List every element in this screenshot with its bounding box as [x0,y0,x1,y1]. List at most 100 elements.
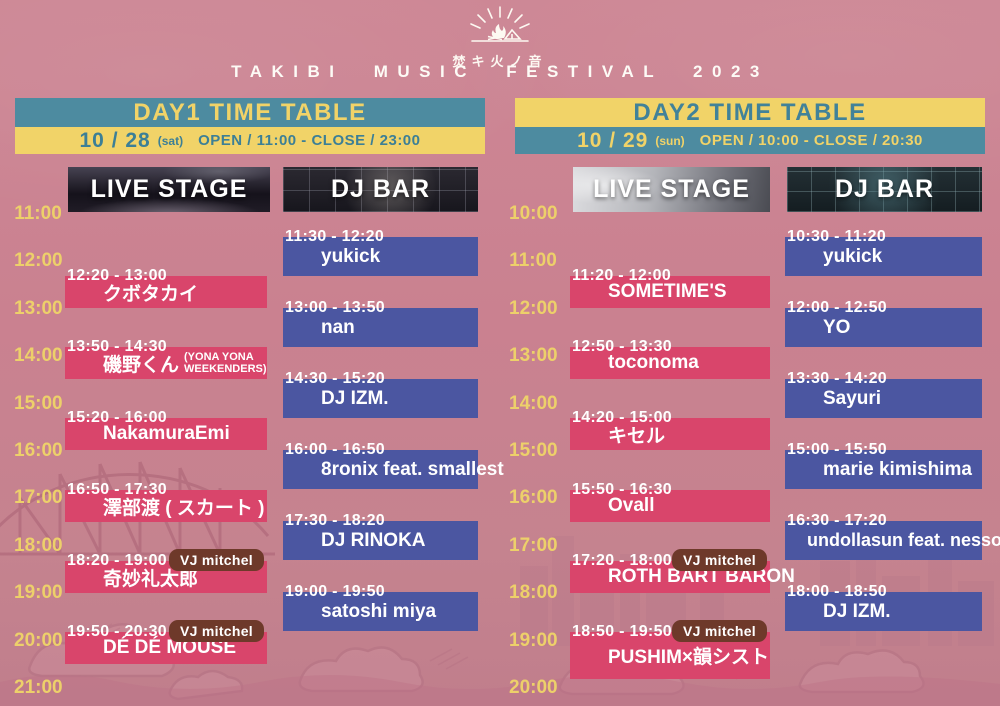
day1-dj-bar-header: DJ BAR [283,167,478,212]
day2-title: DAY2 TIME TABLE [515,98,985,127]
event-note: (YONA YONA WEEKENDERS) [184,351,267,375]
time-label: 12:00 [14,250,63,271]
event-time: 15:00 - 15:50 [787,441,887,458]
event-block: 14:20 - 15:00 キセル [570,409,770,450]
event-block: 15:50 - 16:30 Ovall [570,481,770,522]
event-time: 18:00 - 18:50 [787,583,887,600]
day2-date: 10 / 29 [577,128,649,152]
event-block: 12:00 - 12:50 YO [785,299,982,347]
event-name: 澤部渡 ( スカート ) [103,497,265,519]
time-label: 20:00 [14,630,63,651]
time-label: 10:00 [509,203,558,224]
event-block: 14:30 - 15:20 DJ IZM. [283,370,478,418]
event-time: 16:50 - 17:30 [67,481,167,498]
event-name: nan [321,316,355,338]
event-block: 13:50 - 14:30 磯野くん (YONA YONA WEEKENDERS… [65,338,267,379]
day1-title: DAY1 TIME TABLE [15,98,485,127]
event-name: YO [823,316,851,338]
event-name: キセル [608,425,666,447]
event-time: 13:30 - 14:20 [787,370,887,387]
event-name: satoshi miya [321,600,437,622]
event-name: クボタカイ [103,283,199,305]
event-block: 16:30 - 17:20 undollasun feat. nessow [785,512,1000,560]
day1-panel-header: DAY1 TIME TABLE 10 / 28 (sat) OPEN / 11:… [15,98,485,154]
event-name: NakamuraEmi [103,423,230,444]
event-block: 15:20 - 16:00 NakamuraEmi [65,409,267,450]
event-time: 14:20 - 15:00 [572,409,672,426]
event-time: 18:50 - 19:50 [572,623,672,640]
time-label: 18:00 [14,535,63,556]
event-name: yukick [823,245,883,267]
time-label: 19:00 [14,582,63,603]
day1-date-suffix: (sat) [157,133,184,148]
vj-badge: VJ mitchel [671,549,767,571]
event-name: 磯野くん [103,354,180,376]
event-block: 10:30 - 11:20 yukick [785,228,982,276]
event-block: 12:50 - 13:30 toconoma [570,338,770,379]
event-name: Sayuri [823,387,882,409]
time-label: 20:00 [509,677,558,698]
time-label: 13:00 [14,298,63,319]
vj-badge: VJ mitchel [671,620,767,642]
logo-text: 焚キ火ノ音 [452,54,548,69]
day2-dj-bar-header: DJ BAR [787,167,982,212]
time-label: 19:00 [509,630,558,651]
time-label: 11:00 [509,250,557,271]
event-time: 16:30 - 17:20 [787,512,887,529]
event-time: 10:30 - 11:20 [787,228,887,245]
waves-illustration [0,675,1000,706]
event-block: 12:20 - 13:00 クボタカイ [65,267,267,308]
festival-logo: 焚キ火ノ音 [0,5,1000,70]
event-time: 18:20 - 19:00 [67,552,167,569]
day2-open-close: OPEN / 10:00 - CLOSE / 20:30 [699,132,923,149]
event-block: 13:00 - 13:50 nan [283,299,478,347]
time-label: 14:00 [14,345,63,366]
event-block: 17:30 - 18:20 DJ RINOKA [283,512,478,560]
day1-live-stage-header: LIVE STAGE [68,167,270,212]
day1-date-bar: 10 / 28 (sat) OPEN / 11:00 - CLOSE / 23:… [15,127,485,154]
time-label: 15:00 [509,440,558,461]
event-name: marie kimishima [823,458,972,480]
event-time: 15:50 - 16:30 [572,481,672,498]
event-time: 11:30 - 12:20 [285,228,385,245]
event-time: 11:20 - 12:00 [572,267,672,284]
event-block: VJ mitchel 18:50 - 19:50 PUSHIM×韻シスト [570,620,770,679]
day2-date-bar: 10 / 29 (sun) OPEN / 10:00 - CLOSE / 20:… [515,127,985,154]
time-label: 15:00 [14,393,63,414]
event-block: 18:00 - 18:50 DJ IZM. [785,583,982,631]
time-label: 14:00 [509,393,558,414]
event-block: VJ mitchel 18:20 - 19:00 奇妙礼太郎 [65,549,267,593]
time-label: 17:00 [509,535,558,556]
event-block: 15:00 - 15:50 marie kimishima [785,441,982,489]
event-block: VJ mitchel 17:20 - 18:00 ROTH BART BARON [570,549,795,593]
event-name: yukick [321,245,381,267]
event-name: Ovall [608,495,655,516]
event-block: VJ mitchel 19:50 - 20:30 DÉ DÉ MOUSE [65,620,267,664]
event-name: SOMETIME'S [608,281,727,302]
day1-open-close: OPEN / 11:00 - CLOSE / 23:00 [198,132,421,149]
vj-badge: VJ mitchel [168,549,264,571]
day2-panel-header: DAY2 TIME TABLE 10 / 29 (sun) OPEN / 10:… [515,98,985,154]
event-time: 13:00 - 13:50 [285,299,385,316]
time-label: 16:00 [14,440,63,461]
event-time: 13:50 - 14:30 [67,338,167,355]
event-block: 11:30 - 12:20 yukick [283,228,478,276]
event-name: DÉ DÉ MOUSE [103,637,237,658]
event-name: undollasun feat. nessow [807,530,1000,550]
event-name: toconoma [608,352,699,373]
event-time: 12:50 - 13:30 [572,338,672,355]
festival-title: TAKIBI MUSIC FESTIVAL 2023 [231,62,769,81]
event-time: 14:30 - 15:20 [285,370,385,387]
event-block: 16:00 - 16:50 8ronix feat. smallest [283,441,504,489]
event-name: DJ IZM. [321,387,389,409]
day2-live-stage-header: LIVE STAGE [573,167,770,212]
time-label: 12:00 [509,298,558,319]
time-label: 17:00 [14,487,63,508]
event-block: 16:50 - 17:30 澤部渡 ( スカート ) [65,481,267,522]
event-name: 8ronix feat. smallest [321,458,504,480]
time-label: 18:00 [509,582,558,603]
event-block: 19:00 - 19:50 satoshi miya [283,583,478,631]
event-time: 19:00 - 19:50 [285,583,385,600]
campfire-logo-icon [470,6,530,42]
